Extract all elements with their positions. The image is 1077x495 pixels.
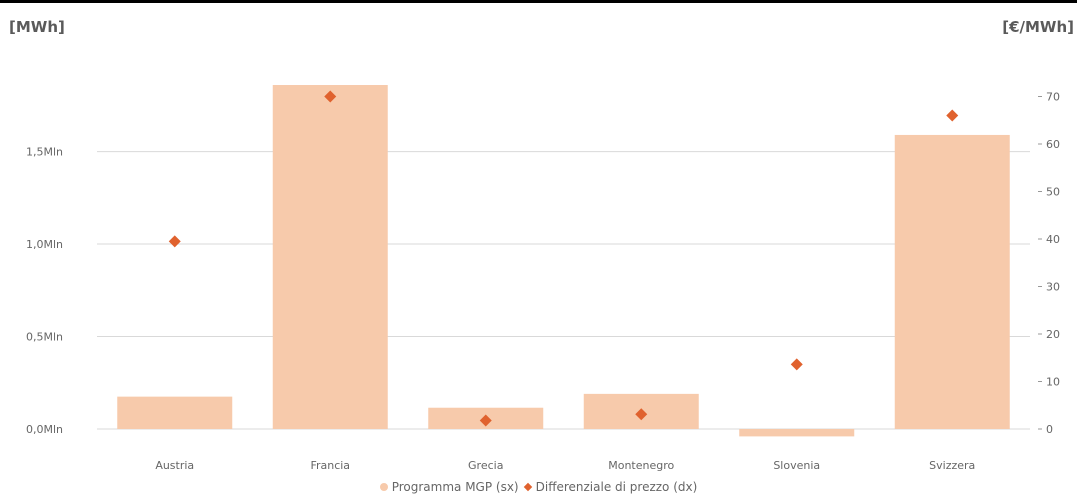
bar bbox=[117, 396, 233, 429]
top-border bbox=[0, 0, 1077, 3]
right-tick-label: 50 bbox=[1046, 186, 1060, 199]
bar bbox=[739, 429, 855, 437]
diamond-marker bbox=[790, 358, 803, 371]
category-labels-group: Austria Francia Grecia Montenegro Slovenia Sv… bbox=[155, 459, 975, 472]
diamond-marker bbox=[168, 235, 181, 248]
bar bbox=[894, 134, 1010, 429]
diamond-marker bbox=[479, 414, 492, 427]
gridlines-group bbox=[97, 151, 1030, 430]
right-tick-label: 0 bbox=[1046, 423, 1053, 436]
diamond-marker bbox=[324, 90, 337, 103]
legend-diamond-swatch bbox=[523, 482, 532, 492]
category-label: Slovenia bbox=[773, 459, 820, 472]
bar bbox=[272, 85, 388, 429]
left-tick-label: 0,0Mln bbox=[26, 423, 63, 436]
diamond-markers-group bbox=[168, 90, 959, 427]
category-label: Francia bbox=[310, 459, 350, 472]
category-label: Grecia bbox=[468, 459, 503, 472]
right-axis-unit-label: [€/MWh] bbox=[1002, 18, 1074, 36]
right-tick-label: 30 bbox=[1046, 281, 1060, 294]
category-label: Montenegro bbox=[608, 459, 674, 472]
right-tick-label: 40 bbox=[1046, 233, 1060, 246]
bars-group bbox=[117, 85, 1010, 437]
diamond-marker bbox=[635, 408, 648, 421]
combo-chart: 0,0Mln 0,5Mln 1,0Mln 1,5Mln 0 10 20 30 40 50 60 70… bbox=[26, 85, 1060, 472]
left-axis-ticks-group: 0,0Mln 0,5Mln 1,0Mln 1,5Mln bbox=[26, 146, 63, 436]
right-tick-label: 60 bbox=[1046, 138, 1060, 151]
right-axis-ticks-group: 0 10 20 30 40 50 60 70 bbox=[1038, 91, 1060, 436]
left-axis-unit-label: [MWh] bbox=[9, 18, 65, 36]
diamond-marker bbox=[946, 109, 959, 122]
left-tick-label: 1,5Mln bbox=[26, 146, 63, 159]
right-tick-label: 20 bbox=[1046, 328, 1060, 341]
left-tick-label: 0,5Mln bbox=[26, 331, 63, 344]
category-label: Svizzera bbox=[929, 459, 975, 472]
legend: Programma MGP (sx) Differenziale di prezz… bbox=[0, 480, 1077, 494]
legend-bar-swatch bbox=[379, 483, 388, 491]
legend-diamond-label: Differenziale di prezzo (dx) bbox=[535, 480, 698, 494]
legend-bar-label: Programma MGP (sx) bbox=[391, 480, 519, 494]
right-tick-label: 70 bbox=[1046, 91, 1060, 104]
category-label: Austria bbox=[155, 459, 194, 472]
left-tick-label: 1,0Mln bbox=[26, 238, 63, 251]
right-tick-label: 10 bbox=[1046, 376, 1060, 389]
